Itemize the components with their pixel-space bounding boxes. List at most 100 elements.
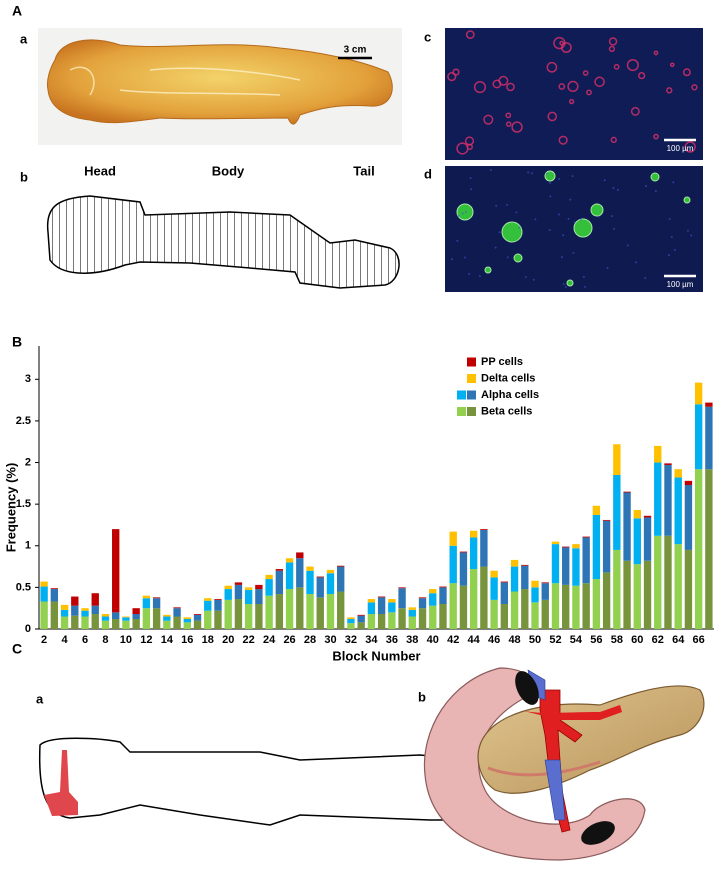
photo-highlight [69, 66, 301, 96]
bar-segment [674, 544, 682, 629]
bar-segment [193, 614, 202, 621]
bar-segment [521, 565, 529, 590]
bar-segment [377, 596, 386, 598]
x-tick-label: 40 [427, 634, 439, 646]
bar-segment [255, 584, 263, 590]
x-tick-label: 24 [263, 634, 276, 646]
nucleus [579, 218, 582, 221]
bar-segment [459, 552, 468, 586]
stain-spot [505, 121, 512, 127]
legend-label: Beta cells [481, 405, 532, 417]
bar-segment [357, 614, 365, 616]
bar-segment [183, 622, 191, 629]
bar-segment [469, 569, 478, 629]
bar-segment [684, 549, 693, 629]
bar-segment [408, 609, 416, 617]
bar-segment [132, 619, 140, 629]
pancreas-photo [47, 39, 393, 125]
bar-segment [418, 598, 427, 609]
x-tick-label: 4 [62, 634, 69, 646]
x-tick-label: 38 [406, 634, 418, 646]
stain-spot [608, 37, 618, 46]
bar-segment [664, 465, 672, 536]
bar-segment [367, 602, 376, 615]
bar-segment [81, 608, 89, 611]
bar-segment [398, 587, 406, 589]
bar-segment [449, 545, 457, 584]
x-tick-label: 32 [345, 634, 357, 646]
bar-segment [142, 598, 151, 609]
x-tick-label: 66 [693, 634, 705, 646]
stain-spot [682, 68, 691, 77]
islet [544, 170, 556, 182]
nucleus [616, 188, 619, 191]
bar-segment [152, 608, 161, 629]
bar-segment [40, 581, 48, 587]
bar-segment [592, 579, 601, 629]
x-tick-label: 36 [386, 634, 398, 646]
bar-segment [142, 595, 151, 599]
x-tick-label: 58 [611, 634, 623, 646]
x-tick-label: 44 [468, 634, 481, 646]
islet [566, 279, 574, 287]
bar-segment [152, 598, 161, 609]
nucleus [548, 229, 551, 232]
nucleus [461, 212, 464, 215]
bar-segment [572, 548, 580, 586]
bar-segment [480, 529, 488, 530]
bar-segment [429, 593, 437, 606]
nucleus [530, 172, 533, 175]
bar-segment [112, 612, 120, 620]
nucleus [464, 210, 467, 213]
bar-segment [122, 616, 130, 618]
stain-spot [669, 62, 675, 68]
panel-label: C [12, 641, 22, 657]
nucleus [564, 285, 567, 288]
bar-segment [531, 587, 539, 603]
bar-segment [367, 614, 376, 629]
bar-segment [469, 530, 478, 538]
nucleus [456, 239, 459, 242]
bar-segment [643, 517, 652, 561]
bar-segment [60, 604, 69, 610]
x-tick-label: 30 [324, 634, 336, 646]
stain-spot [594, 76, 605, 88]
nucleus [506, 203, 509, 206]
bar-segment [429, 589, 437, 594]
bar-segment [71, 615, 79, 629]
nucleus [515, 211, 518, 214]
bar-segment [234, 584, 243, 600]
bar-segment [388, 599, 396, 603]
stain-spot [608, 45, 616, 53]
x-tick-label: 18 [202, 634, 214, 646]
bar-segment [490, 570, 498, 578]
bar-segment [633, 518, 641, 565]
bar-segment [214, 610, 222, 629]
legend-swatch [457, 390, 466, 400]
nucleus [506, 256, 509, 259]
bar-segment [101, 616, 110, 621]
region-label: Head [84, 163, 116, 178]
nucleus [451, 258, 454, 261]
bar-segment [633, 509, 641, 519]
bar-segment [551, 541, 560, 545]
bar-segment [244, 589, 253, 605]
stain-spot [558, 135, 568, 145]
bar-segment [439, 604, 447, 629]
bar-segment [592, 505, 601, 515]
bar-segment [521, 564, 529, 566]
stain-spot [586, 89, 592, 96]
bar-segment [623, 491, 631, 493]
nucleus [567, 217, 570, 220]
bar-segment [694, 404, 703, 470]
bar-segment [255, 589, 263, 605]
region-label: Body [212, 163, 245, 178]
nucleus [494, 246, 497, 249]
nucleus [527, 171, 530, 174]
bar-segment [531, 580, 539, 588]
stain-spot [582, 70, 589, 76]
stain-spots [451, 169, 693, 288]
nucleus [672, 181, 675, 184]
bar-segment [377, 597, 386, 615]
bar-segment [500, 582, 509, 605]
